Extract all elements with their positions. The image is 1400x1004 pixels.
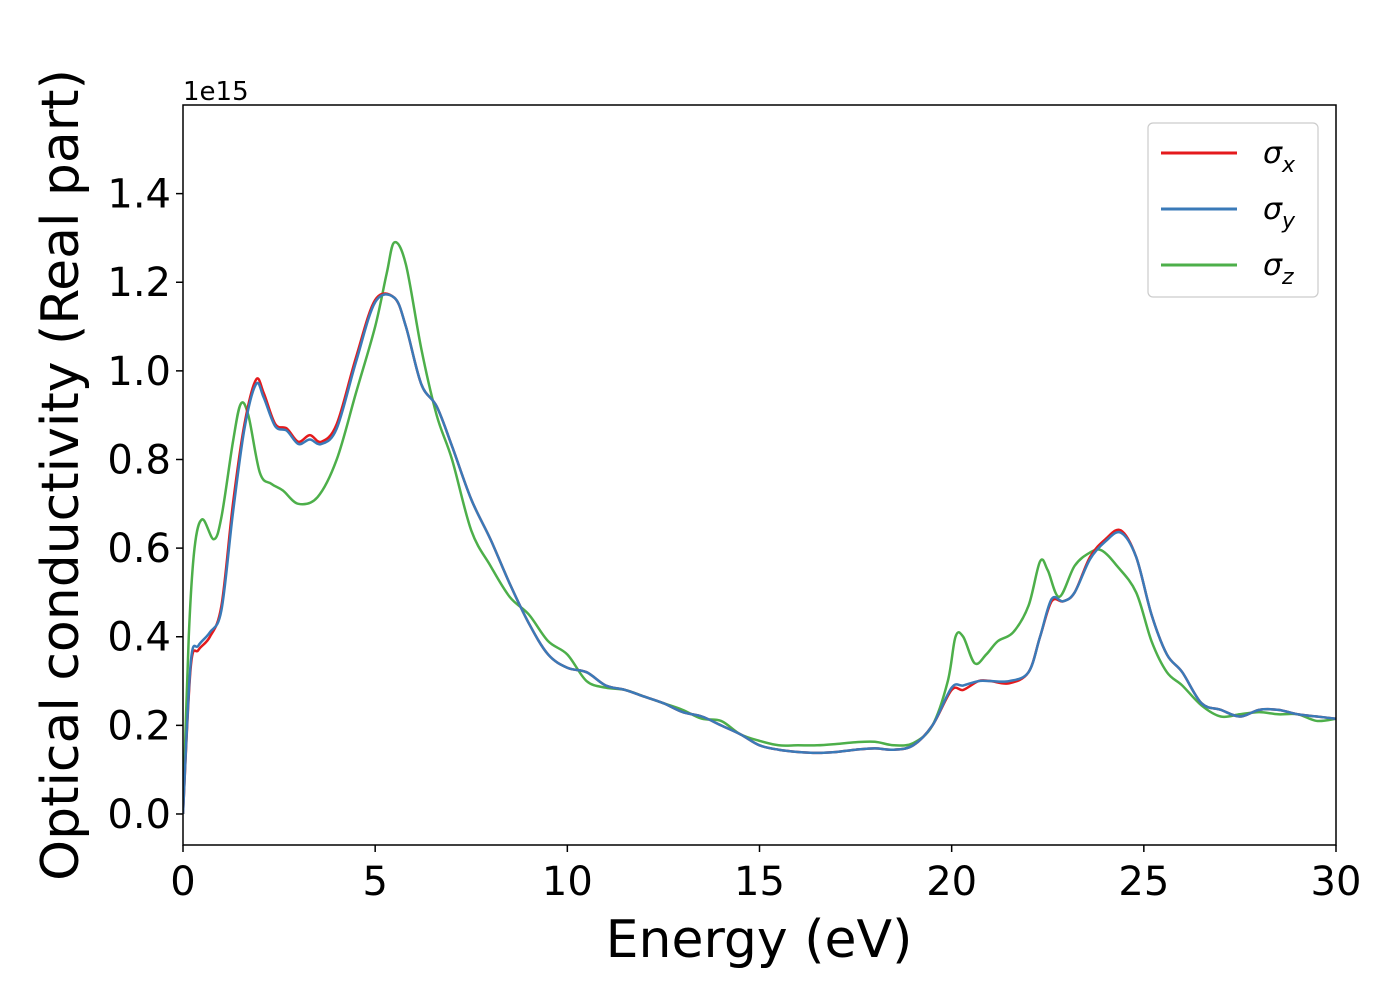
x-tick-label: 5 — [362, 859, 387, 905]
x-axis: 0 5 10 15 20 25 30 — [170, 845, 1361, 905]
x-tick-label: 0 — [170, 859, 195, 905]
y-tick-label: 0.0 — [107, 792, 171, 838]
y-tick-label: 1.4 — [107, 172, 171, 218]
x-tick-label: 25 — [1118, 859, 1169, 905]
x-tick-label: 20 — [926, 859, 977, 905]
y-tick-label: 0.4 — [107, 615, 171, 661]
x-tick-label: 30 — [1311, 859, 1362, 905]
series-line-x — [183, 292, 1336, 815]
x-axis-title: Energy (eV) — [606, 910, 913, 970]
plot-area — [183, 240, 1336, 815]
y-axis-title: Optical conductivity (Real part) — [31, 69, 91, 881]
x-tick-label: 15 — [734, 859, 785, 905]
y-offset-label: 1e15 — [183, 77, 249, 107]
y-tick-label: 0.2 — [107, 703, 171, 749]
y-tick-label: 1.0 — [107, 349, 171, 395]
y-tick-label: 1.2 — [107, 260, 171, 306]
y-tick-label: 0.6 — [107, 526, 171, 572]
series-line-y — [183, 293, 1336, 815]
y-tick-label: 0.8 — [107, 437, 171, 483]
y-axis: 0.0 0.2 0.4 0.6 0.8 1.0 1.2 1.4 — [107, 172, 183, 838]
x-tick-label: 10 — [542, 859, 593, 905]
series-line-z — [183, 240, 1336, 815]
